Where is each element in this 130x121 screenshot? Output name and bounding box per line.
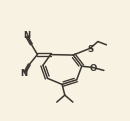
Text: O: O <box>89 64 96 73</box>
Text: N: N <box>21 69 28 78</box>
Text: N: N <box>23 31 30 40</box>
Text: S: S <box>87 45 93 54</box>
